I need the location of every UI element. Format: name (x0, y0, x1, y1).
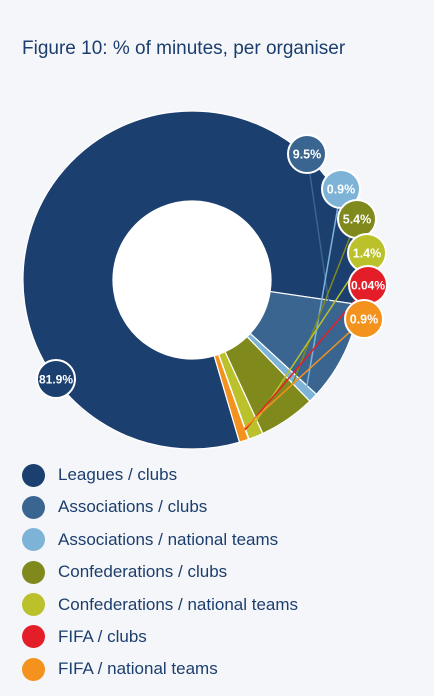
legend-label: Confederations / clubs (58, 562, 228, 582)
data-label: 0.9% (350, 313, 379, 327)
value-badge (344, 299, 384, 339)
legend-swatch (22, 463, 45, 487)
legend-item[interactable]: Associations / clubs (22, 495, 298, 519)
data-label: 0.9% (327, 183, 356, 197)
badge-connector (240, 318, 365, 432)
legend-item[interactable]: FIFA / clubs (22, 625, 298, 649)
donut-chart: 81.9% 9.5% 0.9% 5.4% 1.4% 0.04% 0.9% (22, 110, 388, 450)
legend-label: Associations / national teams (58, 529, 279, 549)
donut-hole (113, 201, 271, 359)
chart-title: Figure 10: % of minutes, per organiser (22, 38, 346, 59)
legend-swatch (22, 528, 45, 552)
legend-swatch (22, 560, 45, 584)
data-label: 1.4% (353, 247, 382, 261)
legend-swatch (22, 625, 45, 649)
value-badge (287, 134, 327, 174)
data-label: 0.04% (351, 279, 385, 293)
legend-item[interactable]: FIFA / national teams (22, 657, 298, 681)
donut-slices (22, 110, 362, 450)
value-badges: 81.9% 9.5% 0.9% 5.4% 1.4% 0.04% 0.9% (36, 134, 388, 432)
legend-item[interactable]: Associations / national teams (22, 528, 298, 552)
legend-label: FIFA / national teams (58, 659, 218, 679)
legend-label: FIFA / clubs (58, 626, 147, 646)
legend-swatch (22, 657, 45, 681)
legend-item[interactable]: Leagues / clubs (22, 463, 298, 487)
legend-item[interactable]: Confederations / clubs (22, 560, 298, 584)
legend-label: Associations / clubs (58, 497, 208, 517)
legend-item[interactable]: Confederations / national teams (22, 593, 298, 617)
legend-swatch (22, 593, 45, 617)
legend-swatch (22, 495, 45, 519)
data-label: 81.9% (39, 373, 73, 387)
value-badge (36, 359, 76, 399)
legend-label: Confederations / national teams (58, 594, 299, 614)
badge-connector (305, 188, 342, 391)
badge-connector (281, 218, 358, 412)
data-label: 9.5% (293, 148, 322, 162)
legend-label: Leagues / clubs (58, 465, 178, 484)
badge-connector (306, 153, 337, 349)
data-label: 5.4% (343, 213, 372, 227)
chart-legend: Leagues / clubs Associations / clubs Assoc… (22, 463, 298, 690)
